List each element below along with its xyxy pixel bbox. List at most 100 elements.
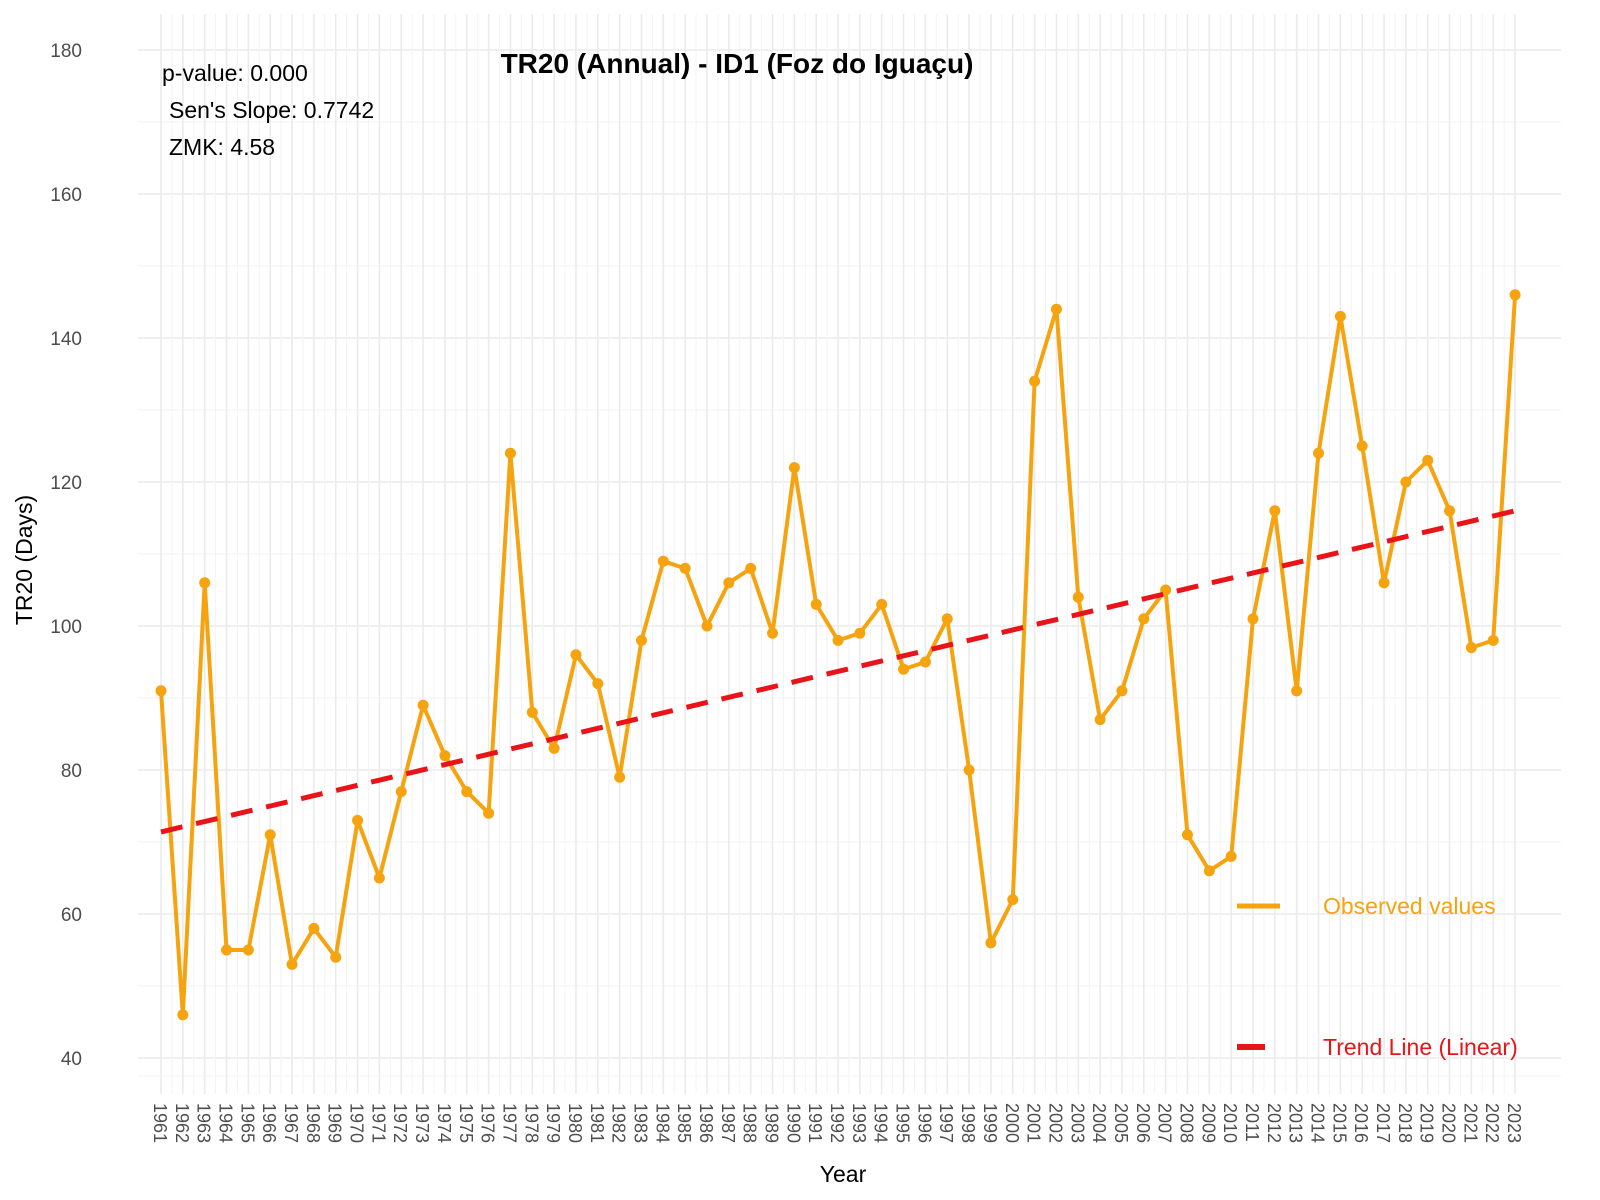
x-tick-label: 1975: [456, 1103, 476, 1143]
data-point: [221, 944, 233, 956]
data-point: [723, 577, 735, 589]
data-point: [1400, 476, 1412, 488]
data-point: [330, 951, 342, 963]
data-point: [854, 627, 866, 639]
x-tick-label: 2009: [1198, 1103, 1218, 1143]
data-point: [701, 620, 713, 632]
x-tick-label: 1974: [434, 1103, 454, 1143]
data-point: [614, 771, 626, 783]
x-tick-label: 1991: [805, 1103, 825, 1143]
legend-trend-label: Trend Line (Linear): [1323, 1034, 1518, 1060]
x-tick-label: 1968: [303, 1103, 323, 1143]
x-tick-label: 1982: [609, 1103, 629, 1143]
x-tick-label: 1979: [543, 1103, 563, 1143]
data-point: [395, 786, 407, 798]
x-tick-label: 1970: [347, 1103, 367, 1143]
data-point: [1138, 613, 1150, 625]
zmk-annotation: ZMK: 4.58: [169, 134, 275, 160]
data-point: [1072, 591, 1084, 603]
x-tick-label: 2003: [1067, 1103, 1087, 1143]
x-axis-label: Year: [820, 1161, 867, 1187]
data-point: [373, 872, 385, 884]
x-tick-label: 1976: [478, 1103, 498, 1143]
y-tick-label: 60: [61, 905, 82, 926]
y-tick-label: 80: [61, 761, 82, 782]
x-tick-label: 2000: [1002, 1103, 1022, 1143]
x-tick-label: 1969: [325, 1103, 345, 1143]
legend-observed-label: Observed values: [1323, 893, 1496, 919]
observed-values-points: [155, 289, 1521, 1021]
x-tick-label: 2017: [1373, 1103, 1393, 1143]
chart-title: TR20 (Annual) - ID1 (Foz do Iguaçu): [501, 48, 974, 79]
data-point: [1050, 303, 1062, 315]
x-tick-label: 2011: [1242, 1103, 1262, 1142]
data-point: [1444, 505, 1456, 517]
x-tick-label: 1993: [849, 1103, 869, 1143]
y-axis-label: TR20 (Days): [11, 495, 37, 625]
data-point: [1116, 685, 1128, 697]
data-point: [177, 1009, 189, 1021]
data-point: [199, 577, 211, 589]
x-tick-label: 2019: [1417, 1103, 1437, 1143]
x-tick-label: 1987: [718, 1103, 738, 1143]
grid: [138, 14, 1561, 1094]
data-point: [635, 634, 647, 646]
data-point: [308, 922, 320, 934]
x-tick-label: 1992: [827, 1103, 847, 1143]
x-tick-label: 2020: [1439, 1103, 1459, 1143]
data-point: [810, 598, 822, 610]
y-tick-label: 180: [50, 41, 82, 62]
data-point: [242, 944, 254, 956]
data-point: [1334, 310, 1346, 322]
x-tick-label: 2013: [1286, 1103, 1306, 1143]
data-point: [352, 814, 364, 826]
data-point: [264, 829, 276, 841]
x-tick-label: 1999: [980, 1103, 1000, 1143]
x-tick-label: 1971: [368, 1103, 388, 1143]
x-tick-label: 1994: [871, 1103, 891, 1143]
x-tick-label: 1961: [150, 1103, 170, 1143]
data-point: [592, 678, 604, 690]
x-tick-label: 2018: [1395, 1103, 1415, 1143]
x-tick-label: 1986: [696, 1103, 716, 1143]
data-point: [898, 663, 910, 675]
x-tick-label: 1985: [674, 1103, 694, 1143]
data-point: [767, 627, 779, 639]
data-point: [1094, 714, 1106, 726]
x-tick-label: 1997: [936, 1103, 956, 1143]
trend-line: [160, 508, 1516, 835]
data-point: [941, 613, 953, 625]
x-tick-label: 1990: [783, 1103, 803, 1143]
data-point: [1422, 454, 1434, 466]
x-tick-label: 1967: [281, 1103, 301, 1143]
x-tick-label: 1988: [740, 1103, 760, 1143]
data-point: [439, 750, 451, 762]
data-point: [570, 649, 582, 661]
x-tick-label: 2023: [1504, 1103, 1524, 1143]
x-tick-label: 1962: [172, 1103, 192, 1143]
data-point: [1509, 289, 1521, 301]
x-tick-label: 2007: [1155, 1103, 1175, 1143]
x-tick-label: 1980: [565, 1103, 585, 1143]
data-point: [504, 447, 516, 459]
x-tick-label: 2010: [1220, 1103, 1240, 1143]
data-point: [657, 555, 669, 567]
x-tick-label: 1984: [652, 1103, 672, 1143]
data-point: [985, 937, 997, 949]
y-axis-ticks: 40 60 80 100 120 140 160 180: [50, 41, 82, 1070]
data-point: [417, 699, 429, 711]
x-tick-label: 2021: [1460, 1103, 1480, 1143]
y-tick-label: 40: [61, 1049, 82, 1070]
x-tick-label: 2014: [1308, 1103, 1328, 1143]
sens-slope-annotation: Sen's Slope: 0.7742: [169, 97, 374, 123]
y-tick-label: 120: [50, 473, 82, 494]
y-tick-label: 140: [50, 329, 82, 350]
data-point: [1203, 865, 1215, 877]
y-tick-label: 100: [50, 617, 82, 638]
x-tick-label: 2012: [1264, 1103, 1284, 1143]
x-tick-label: 1995: [893, 1103, 913, 1143]
data-point: [1356, 440, 1368, 452]
data-point: [919, 656, 931, 668]
data-point: [679, 562, 691, 574]
x-tick-label: 1977: [499, 1103, 519, 1143]
